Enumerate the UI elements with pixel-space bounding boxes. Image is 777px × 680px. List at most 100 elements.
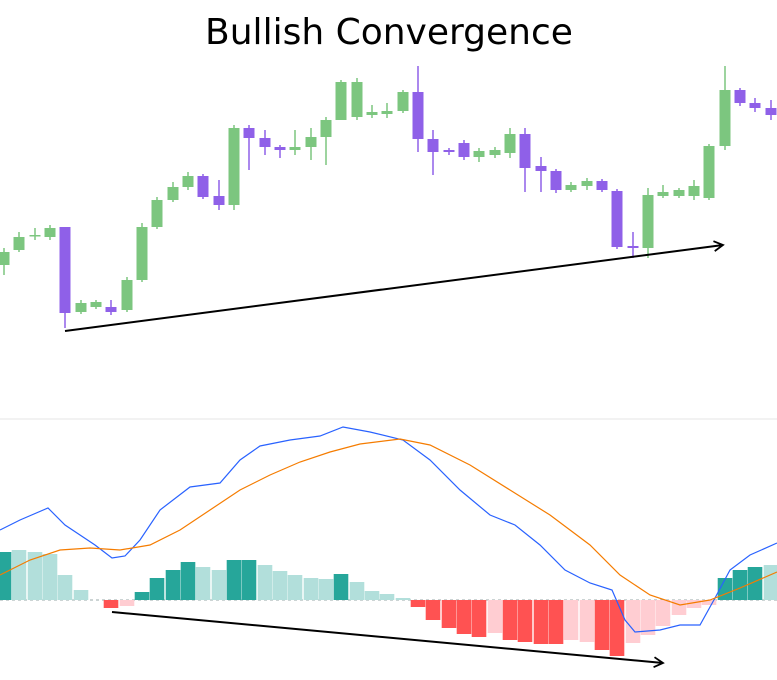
candle-body xyxy=(90,302,102,307)
candle-body xyxy=(473,151,485,157)
macd-line xyxy=(0,438,777,606)
histogram-bar xyxy=(257,565,273,600)
candle-body xyxy=(289,147,301,150)
candle-body xyxy=(565,185,577,190)
candle-body xyxy=(0,252,10,265)
candle-body xyxy=(13,237,25,250)
candle-body xyxy=(259,138,271,147)
candle-body xyxy=(489,150,501,155)
histogram-bar xyxy=(119,600,135,606)
histogram-bar xyxy=(180,562,196,600)
histogram-bar xyxy=(303,578,319,600)
candle-body xyxy=(765,108,777,115)
histogram-bar xyxy=(609,600,625,656)
histogram-bar xyxy=(517,600,533,642)
candle-body xyxy=(228,128,240,205)
marks xyxy=(0,66,777,656)
chart-title: Bullish Convergence xyxy=(205,12,573,53)
candle-body xyxy=(719,90,731,146)
candle-body xyxy=(642,195,654,248)
histogram-bar xyxy=(0,552,12,600)
candle-body xyxy=(44,228,56,237)
candle-body xyxy=(151,200,163,227)
candle-body xyxy=(197,176,209,197)
histogram-bar xyxy=(379,594,395,600)
candle-body xyxy=(596,181,608,190)
histogram-bar xyxy=(57,575,73,600)
histogram-bar xyxy=(763,565,777,600)
candle-body xyxy=(749,103,761,108)
candle-body xyxy=(29,235,41,237)
histogram-bar xyxy=(747,567,763,600)
candle-body xyxy=(381,111,393,114)
histogram-bar xyxy=(579,600,595,642)
macd-line xyxy=(0,426,777,633)
candle-body xyxy=(412,92,424,139)
histogram-bar xyxy=(195,567,211,600)
candle-body xyxy=(136,227,148,280)
macd-trend-arrow xyxy=(111,611,665,668)
histogram-bar xyxy=(103,600,119,608)
candle-body xyxy=(213,196,225,205)
candle-body xyxy=(519,134,531,168)
candle-body xyxy=(320,120,332,137)
candle-body xyxy=(703,146,715,198)
histogram-bar xyxy=(441,600,457,628)
candle-body xyxy=(397,92,409,111)
histogram-bar xyxy=(165,570,181,600)
histogram-bar xyxy=(318,579,334,600)
candle-body xyxy=(274,147,286,150)
histogram-bar xyxy=(272,571,288,600)
histogram-bar xyxy=(42,554,58,600)
candle-body xyxy=(504,134,516,153)
candle-body xyxy=(243,128,255,138)
histogram-bar xyxy=(701,600,717,605)
candle-body xyxy=(458,143,470,157)
histogram-bar xyxy=(625,600,641,643)
histogram-bar xyxy=(425,600,441,620)
histogram-bar xyxy=(563,600,579,640)
candle-body xyxy=(105,307,117,312)
candle-body xyxy=(443,150,455,152)
histogram-bar xyxy=(717,578,733,600)
candle-body xyxy=(581,181,593,186)
candle-body xyxy=(182,176,194,187)
candle-body xyxy=(657,192,669,196)
candle-body xyxy=(366,112,378,115)
histogram-bar xyxy=(471,600,487,637)
candle-body xyxy=(611,191,623,247)
histogram-bar xyxy=(686,600,702,608)
histogram-bar xyxy=(226,560,242,600)
histogram-bar xyxy=(134,592,150,600)
candle-body xyxy=(688,186,700,196)
candle-body xyxy=(351,82,363,117)
histogram-bar xyxy=(27,552,43,600)
histogram-bar xyxy=(594,600,610,650)
histogram-bar xyxy=(11,550,27,600)
histogram-bar xyxy=(333,574,349,600)
histogram-bar xyxy=(395,598,411,600)
histogram-bar xyxy=(149,578,165,600)
histogram-bar xyxy=(287,575,303,600)
candle-body xyxy=(673,190,685,196)
histogram-bar xyxy=(487,600,503,633)
candle-body xyxy=(627,246,639,248)
histogram-bar xyxy=(671,600,687,615)
candle-body xyxy=(167,187,179,200)
histogram-bar xyxy=(73,590,89,600)
candle-body xyxy=(121,280,133,310)
candle-body xyxy=(59,227,71,313)
histogram-bar xyxy=(241,560,257,600)
histogram-bar xyxy=(364,591,380,600)
histogram-bar xyxy=(456,600,472,634)
histogram-bar xyxy=(640,600,656,635)
candle-body xyxy=(335,82,347,120)
histogram-bar xyxy=(533,600,549,644)
candle-body xyxy=(427,139,439,152)
histogram-bar xyxy=(211,570,227,600)
price-trend-arrow xyxy=(64,240,725,332)
histogram-bar xyxy=(410,600,426,607)
histogram-bar xyxy=(349,582,365,600)
